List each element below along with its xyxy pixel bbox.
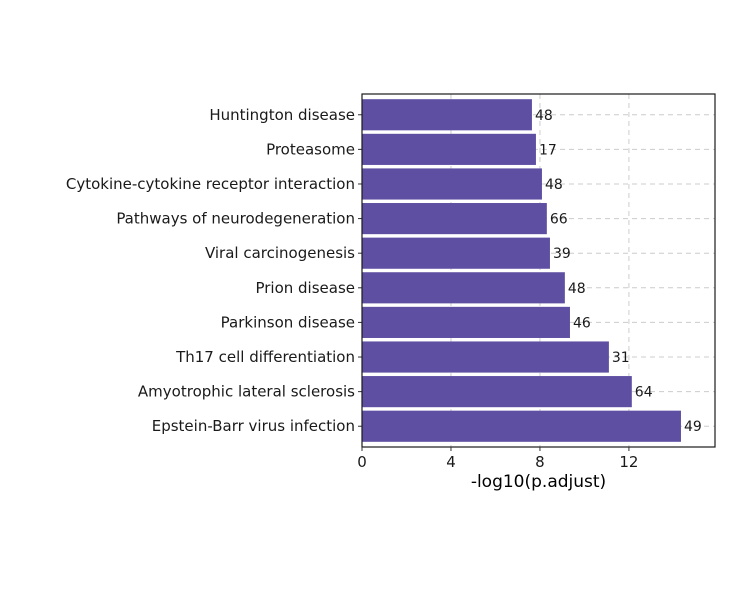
bar-count-label: 46 [573,315,591,331]
bar [362,272,565,304]
bar [362,168,542,200]
x-tick-label: 4 [446,453,456,471]
category-label: Proteasome [266,140,355,158]
x-tick-label: 8 [535,453,545,471]
category-label: Th17 cell differentiation [175,348,355,366]
category-label: Huntington disease [209,106,355,124]
category-label: Parkinson disease [221,313,355,331]
bar-count-label: 64 [635,385,653,401]
category-label: Viral carcinogenesis [205,244,355,262]
bar [362,237,550,269]
bar-count-label: 66 [550,212,568,228]
bar-count-label: 48 [545,177,563,193]
bar [362,410,681,442]
x-tick-label: 12 [619,453,638,471]
bar-count-label: 48 [568,281,586,297]
category-label: Prion disease [255,279,355,297]
category-label: Epstein-Barr virus infection [152,417,355,435]
bar-count-label: 17 [539,142,557,158]
category-label: Pathways of neurodegeneration [116,210,355,228]
bar-count-label: 48 [535,108,553,124]
bar [362,376,632,408]
bar [362,133,536,165]
bar-count-label: 49 [684,419,702,435]
x-tick-label: 0 [357,453,367,471]
bar-count-label: 31 [612,350,630,366]
category-label: Amyotrophic lateral sclerosis [138,383,355,401]
bar [362,203,547,235]
category-label: Cytokine-cytokine receptor interaction [66,175,355,193]
bar-count-label: 39 [553,246,571,262]
bar [362,99,532,131]
bar [362,341,609,373]
x-axis-title: -log10(p.adjust) [471,472,606,492]
panel-border [361,93,716,448]
bar [362,306,570,338]
